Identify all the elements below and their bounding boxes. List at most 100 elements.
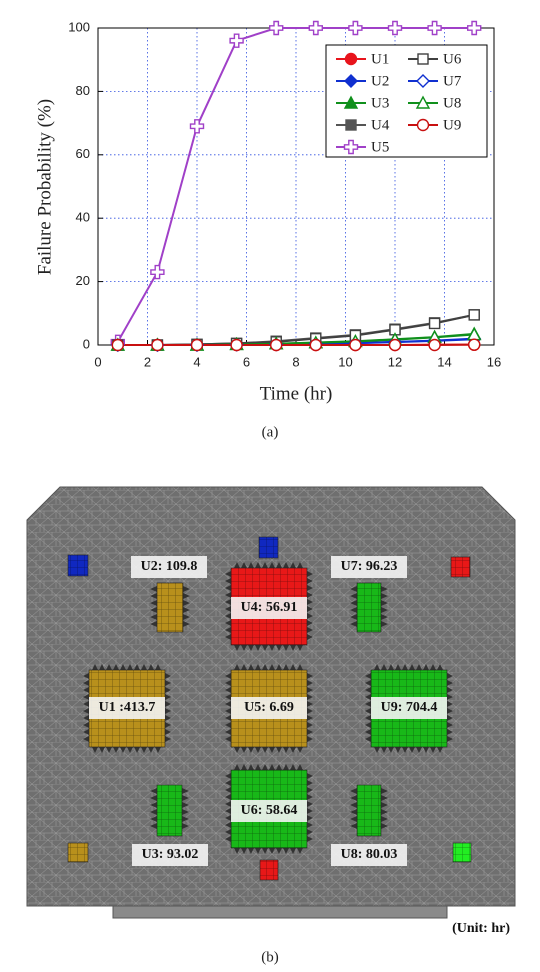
pin bbox=[350, 614, 357, 620]
pin bbox=[423, 664, 429, 670]
pin bbox=[155, 747, 161, 753]
pin bbox=[447, 687, 453, 693]
label-box bbox=[331, 556, 407, 578]
y-tick-label: 60 bbox=[76, 146, 90, 161]
pin bbox=[225, 627, 231, 633]
pin bbox=[234, 562, 240, 568]
pin bbox=[276, 848, 282, 854]
pin bbox=[374, 664, 380, 670]
pin bbox=[106, 664, 112, 670]
pin bbox=[276, 764, 282, 770]
component-grid bbox=[157, 583, 183, 632]
pin bbox=[447, 729, 453, 735]
marker bbox=[343, 139, 359, 155]
pin bbox=[165, 701, 171, 707]
label-box bbox=[131, 556, 207, 578]
marker bbox=[343, 95, 359, 109]
pin bbox=[262, 764, 268, 770]
pin bbox=[365, 722, 371, 728]
pin bbox=[83, 701, 89, 707]
pin bbox=[350, 593, 357, 599]
pin bbox=[150, 802, 157, 808]
pin bbox=[148, 664, 154, 670]
component-grid bbox=[259, 537, 278, 558]
pin bbox=[276, 645, 282, 651]
pin bbox=[297, 848, 303, 854]
label-box bbox=[89, 697, 165, 719]
marker bbox=[308, 20, 323, 36]
legend-label: U7 bbox=[443, 73, 462, 89]
pin bbox=[182, 816, 189, 822]
pin bbox=[225, 592, 231, 598]
pin bbox=[269, 664, 275, 670]
marker bbox=[468, 309, 480, 321]
pin bbox=[155, 664, 161, 670]
pin bbox=[307, 808, 313, 814]
pin bbox=[374, 747, 380, 753]
pin bbox=[283, 664, 289, 670]
component bbox=[350, 582, 388, 633]
marker bbox=[428, 338, 441, 352]
pin bbox=[365, 708, 371, 714]
pin bbox=[402, 664, 408, 670]
label-box bbox=[231, 697, 307, 719]
pin bbox=[447, 701, 453, 707]
pin bbox=[307, 592, 313, 598]
pin bbox=[127, 664, 133, 670]
marker bbox=[468, 338, 481, 351]
pin bbox=[83, 687, 89, 693]
marker bbox=[427, 20, 442, 36]
component-grid bbox=[453, 843, 471, 862]
marker bbox=[229, 33, 244, 48]
y-tick-label: 100 bbox=[68, 19, 90, 34]
pin bbox=[225, 729, 231, 735]
pin bbox=[381, 607, 388, 613]
pin bbox=[165, 687, 171, 693]
pin bbox=[150, 795, 157, 801]
pin bbox=[307, 571, 313, 577]
series-line bbox=[116, 27, 475, 343]
pin bbox=[241, 764, 247, 770]
pin bbox=[365, 736, 371, 742]
pin bbox=[150, 809, 157, 815]
pin bbox=[225, 673, 231, 679]
pin bbox=[183, 607, 190, 613]
pin bbox=[150, 816, 157, 822]
pin bbox=[307, 627, 313, 633]
legend-label: U8 bbox=[443, 95, 461, 111]
pin bbox=[234, 764, 240, 770]
pin bbox=[150, 823, 157, 829]
pin bbox=[350, 607, 357, 613]
marker bbox=[428, 317, 441, 330]
pin bbox=[225, 829, 231, 835]
pin bbox=[225, 808, 231, 814]
pin bbox=[150, 593, 157, 599]
pin bbox=[297, 664, 303, 670]
pin bbox=[241, 747, 247, 753]
x-axis-label: Time (hr) bbox=[260, 383, 333, 404]
pin bbox=[234, 848, 240, 854]
pin bbox=[255, 645, 261, 651]
pin bbox=[165, 715, 171, 721]
pin bbox=[92, 664, 98, 670]
pin bbox=[381, 593, 388, 599]
pin bbox=[248, 848, 254, 854]
component bbox=[150, 582, 190, 633]
component-grid bbox=[68, 843, 88, 862]
y-tick-label: 40 bbox=[76, 210, 90, 225]
x-tick-label: 0 bbox=[94, 354, 101, 369]
pin bbox=[381, 614, 388, 620]
pin bbox=[283, 848, 289, 854]
pin bbox=[225, 736, 231, 742]
pin bbox=[83, 736, 89, 742]
label-box bbox=[132, 844, 208, 866]
pin bbox=[290, 764, 296, 770]
pin bbox=[150, 614, 157, 620]
pin bbox=[447, 715, 453, 721]
pin bbox=[113, 664, 119, 670]
pin bbox=[182, 809, 189, 815]
pin bbox=[290, 664, 296, 670]
pin bbox=[307, 673, 313, 679]
pin bbox=[248, 764, 254, 770]
